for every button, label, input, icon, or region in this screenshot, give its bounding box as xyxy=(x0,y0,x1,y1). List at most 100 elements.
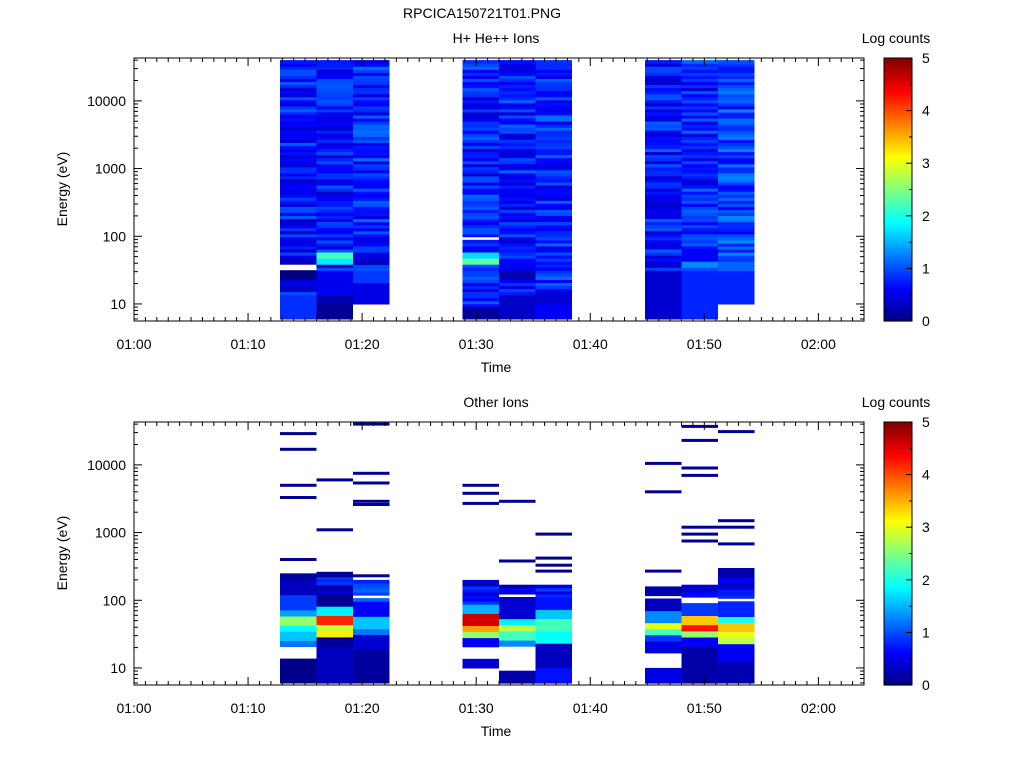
heat-cell xyxy=(462,145,499,149)
heat-cell xyxy=(499,315,536,320)
heat-cell xyxy=(718,130,755,134)
colorbar-swatch xyxy=(884,524,912,528)
heat-cell xyxy=(681,99,718,104)
heat-cell xyxy=(353,115,390,119)
heat-cell xyxy=(718,169,755,174)
heat-cell xyxy=(645,628,682,633)
heat-cell xyxy=(718,188,755,192)
colorbar-swatch xyxy=(884,592,912,597)
colorbar-swatch xyxy=(884,71,912,75)
heat-cell xyxy=(316,93,353,98)
heat-cell xyxy=(316,664,353,669)
heat-cell xyxy=(499,142,536,146)
heat-cell xyxy=(645,124,682,128)
heat-cell xyxy=(316,606,353,610)
heat-cell xyxy=(681,587,718,592)
heat-column xyxy=(718,430,755,684)
heat-cell xyxy=(681,236,718,241)
heat-column xyxy=(462,60,499,320)
heat-cell xyxy=(535,643,572,647)
heat-cell xyxy=(645,601,682,606)
heat-cell xyxy=(280,60,317,64)
colorbar-swatch xyxy=(884,194,912,198)
heat-cell xyxy=(280,139,317,143)
colorbar-tick-label: 5 xyxy=(922,414,930,430)
heat-cell xyxy=(499,90,536,95)
heat-cell xyxy=(535,303,572,308)
heat-cell xyxy=(462,230,499,235)
heat-cell xyxy=(316,81,353,85)
heat-cell xyxy=(353,616,390,620)
heat-cell xyxy=(681,224,718,229)
heat-cell xyxy=(718,78,755,82)
heat-cell xyxy=(280,160,317,165)
heat-cell xyxy=(718,619,755,623)
heat-cell xyxy=(316,630,353,635)
heat-cell xyxy=(353,679,390,684)
heat-cell xyxy=(645,676,682,681)
colorbar-swatch xyxy=(884,474,912,478)
heat-cell xyxy=(718,157,755,162)
heat-cell xyxy=(462,616,499,620)
heat-cell xyxy=(280,154,317,159)
heat-cell xyxy=(681,81,718,85)
heat-cell xyxy=(462,598,499,602)
heat-cell xyxy=(499,181,536,186)
heat-cell xyxy=(681,227,718,232)
heat-cell xyxy=(462,245,499,250)
colorbar-tick-label: 2 xyxy=(922,208,930,224)
heat-cell xyxy=(280,169,317,174)
heat-cell xyxy=(499,185,536,189)
heat-cell xyxy=(316,133,353,137)
heat-cell xyxy=(681,255,718,259)
colorbar-swatch xyxy=(884,556,912,560)
heat-cell xyxy=(280,227,317,232)
x-tick-label: 01:00 xyxy=(116,700,151,716)
heat-cell xyxy=(499,102,536,107)
colorbar-swatch xyxy=(884,542,912,547)
heat-cell xyxy=(499,118,536,122)
heat-cell xyxy=(462,218,499,223)
colorbar-swatch xyxy=(884,598,912,602)
heat-cell xyxy=(280,114,317,119)
colorbar-swatch xyxy=(884,519,912,523)
colorbar-swatch xyxy=(884,577,912,581)
heat-cell xyxy=(353,75,390,79)
heat-cell xyxy=(462,124,499,128)
sparse-count-line xyxy=(316,528,353,532)
heat-cell xyxy=(353,78,390,82)
heat-cell xyxy=(535,142,572,146)
sparse-count-line xyxy=(353,422,390,426)
heat-cell xyxy=(280,242,317,247)
heat-cell xyxy=(681,590,718,595)
heat-cell xyxy=(499,166,536,171)
heat-cell xyxy=(718,625,755,630)
heat-cell xyxy=(462,661,499,666)
heat-cell xyxy=(280,99,317,104)
colorbar-swatch xyxy=(884,165,912,170)
y-tick-label: 1000 xyxy=(95,161,126,177)
colorbar-swatch xyxy=(884,76,912,80)
colorbar-swatch xyxy=(884,276,912,280)
heat-cell xyxy=(280,194,317,198)
heat-cell xyxy=(316,609,353,613)
heat-cell xyxy=(280,111,317,116)
y-tick-label: 10000 xyxy=(87,457,126,473)
colorbar-swatch xyxy=(884,435,912,439)
heat-cell xyxy=(353,124,390,128)
colorbar-swatch xyxy=(884,173,912,177)
heat-cell xyxy=(718,69,755,73)
heat-cell xyxy=(462,90,499,95)
heat-cell xyxy=(316,60,353,64)
colorbar-swatch xyxy=(884,595,912,599)
heat-cell xyxy=(462,589,499,593)
heat-cell xyxy=(535,200,572,204)
heat-cell xyxy=(280,309,317,314)
heat-cell xyxy=(280,294,317,299)
colorbar-swatch xyxy=(884,123,912,127)
heat-cell xyxy=(645,121,682,125)
colorbar-swatch xyxy=(884,278,912,283)
heat-cell xyxy=(316,124,353,128)
heat-cell xyxy=(353,291,390,296)
heat-cell xyxy=(316,233,353,238)
